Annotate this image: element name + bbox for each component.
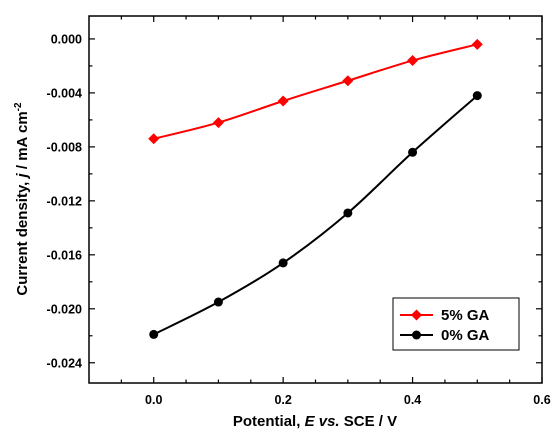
data-point-diamond [342,75,354,87]
y-axis-title-part-1: Current density, [14,177,31,295]
data-point-circle [149,329,159,339]
tick-labels: 0.0 0.2 0.4 0.6 0.000 -0.004 -0.008 -0.012 -0.01… [47,32,551,407]
y-tick-label: -0.024 [47,356,82,370]
data-point-diamond [407,55,419,67]
x-tick-label: 0.6 [533,393,550,407]
legend-label-0pct-ga: 0% GA [441,327,490,344]
series-markers [148,38,483,339]
y-axis-title-part-2: j [14,172,31,179]
x-axis-title: Potential, E vs. SCE / V [233,413,397,430]
y-tick-label: -0.020 [47,302,82,316]
x-axis-title-part-1: Potential, [233,413,305,430]
y-tick-label: -0.008 [47,140,82,154]
x-tick-label: 0.2 [274,393,291,407]
y-axis-title: Current density, j / mA cm-2 [13,102,31,296]
data-point-circle [278,258,288,268]
legend: 5% GA 0% GA [392,297,520,351]
data-point-diamond [277,95,289,107]
legend-box [392,297,520,351]
y-tick-label: -0.004 [47,86,82,100]
data-point-diamond [471,38,483,50]
x-tick-label: 0.4 [404,393,421,407]
series-line-5pct-ga [153,43,478,140]
x-axis-title-part-3: SCE / V [340,413,398,430]
data-point-circle [472,91,482,101]
y-axis-title-superscript: -2 [13,102,24,111]
x-tick-label: 0.0 [145,393,162,407]
axis-ticks [89,16,543,383]
x-axis-title-part-2: E vs. [305,413,340,430]
y-axis-title-part-3: / mA cm [14,111,31,173]
y-tick-label: 0.000 [51,32,82,46]
data-point-diamond [212,117,224,129]
series-lines [153,43,478,336]
data-point-circle [213,297,223,307]
legend-marker-circle [412,330,421,340]
data-point-diamond [148,133,160,145]
legend-marker-diamond [411,309,422,321]
y-tick-label: -0.012 [47,194,82,208]
y-tick-label: -0.016 [47,248,82,262]
legend-label-5pct-ga: 5% GA [441,307,490,324]
data-point-circle [343,208,353,218]
data-point-circle [408,147,418,157]
